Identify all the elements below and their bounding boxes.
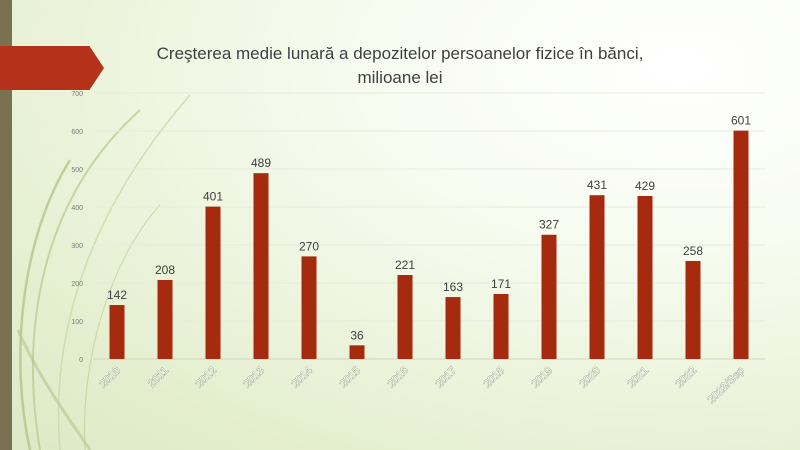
y-tick-label: 400: [71, 205, 83, 212]
data-label: 36: [350, 328, 364, 342]
bar: [109, 305, 125, 359]
bar: [637, 195, 653, 359]
data-label: 163: [443, 280, 463, 294]
bar: [301, 256, 317, 359]
bar: [397, 275, 413, 359]
y-tick-label: 700: [71, 91, 83, 98]
data-label: 270: [299, 239, 319, 253]
x-tick-label: 2018: [481, 365, 507, 391]
x-tick-label: 2011: [146, 365, 171, 390]
bar: [253, 173, 269, 359]
chart-title: Creşterea medie lunară a depozitelor per…: [130, 42, 670, 90]
bar: [349, 345, 365, 359]
data-label: 401: [203, 190, 223, 204]
y-tick-label: 100: [71, 319, 83, 326]
data-label: 429: [635, 179, 655, 193]
x-tick-label: 2013: [241, 365, 267, 391]
chart-title-line1: Creşterea medie lunară a depozitelor per…: [156, 44, 644, 63]
data-label: 258: [683, 244, 703, 258]
bar: [541, 234, 557, 359]
left-accent-bar: [0, 0, 12, 450]
x-tick-label: 2010: [97, 365, 123, 391]
data-label: 601: [731, 114, 751, 128]
data-label: 142: [107, 288, 127, 302]
x-tick-label: 2016: [385, 365, 411, 391]
data-label: 221: [395, 258, 415, 272]
bar: [493, 294, 509, 359]
data-label: 208: [155, 263, 175, 277]
bar: [733, 130, 749, 359]
x-tick-label: 2021: [625, 365, 651, 391]
x-tick-label: 2014: [289, 365, 315, 391]
x-tick-label: 2020: [577, 365, 603, 391]
chart-title-line2: milioane lei: [357, 68, 443, 87]
x-tick-label: 2022: [673, 365, 699, 391]
x-tick-label: 2019: [529, 365, 555, 391]
bar: [445, 297, 461, 359]
arrow-tab-decoration: [0, 46, 104, 90]
y-tick-label: 600: [71, 129, 83, 136]
x-tick-label: 2017: [433, 365, 459, 391]
data-label: 327: [539, 218, 559, 232]
data-label: 489: [251, 156, 271, 170]
x-tick-label: 2012: [193, 365, 219, 391]
y-tick-label: 0: [79, 357, 83, 364]
bar: [205, 206, 221, 359]
bar: [157, 279, 173, 359]
y-tick-label: 200: [71, 281, 83, 288]
bar: [685, 260, 701, 359]
y-tick-label: 500: [71, 167, 83, 174]
x-tick-label: 2023/Sep: [705, 365, 747, 407]
data-label: 171: [491, 277, 511, 291]
data-label: 431: [587, 178, 607, 192]
x-tick-label: 2015: [337, 365, 363, 391]
bar: [589, 195, 605, 359]
y-tick-label: 300: [71, 243, 83, 250]
